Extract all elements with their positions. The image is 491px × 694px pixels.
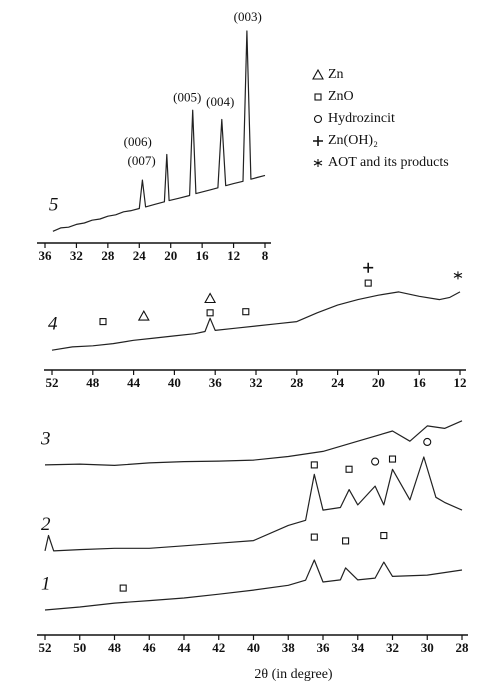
phase-marker — [310, 533, 318, 541]
x-tick-label: 44 — [178, 640, 192, 655]
x-tick-label: 24 — [331, 375, 345, 390]
x-tick-label: 16 — [413, 375, 427, 390]
x-tick-label: 24 — [133, 248, 147, 263]
x-tick-label: 40 — [247, 640, 260, 655]
x-tick-label: 34 — [351, 640, 365, 655]
x-tick-label: 36 — [39, 248, 53, 263]
peak-label: (004) — [206, 94, 234, 109]
x-tick-label: 48 — [86, 375, 100, 390]
series-name: 4 — [48, 314, 58, 335]
trace — [44, 456, 463, 552]
phase-marker — [423, 437, 432, 447]
x-tick-label: 16 — [196, 248, 210, 263]
series-name: 1 — [41, 573, 51, 594]
phase-marker — [371, 457, 380, 466]
trace — [52, 30, 266, 232]
series-name: 2 — [41, 514, 51, 535]
trace — [51, 291, 461, 351]
x-tick-label: 36 — [209, 375, 223, 390]
phase-marker — [342, 537, 350, 545]
x-tick-label: 52 — [46, 375, 59, 390]
x-tick-label: 12 — [454, 375, 467, 390]
phase-marker — [380, 531, 388, 540]
trace — [44, 420, 463, 466]
x-tick-label: 28 — [101, 248, 115, 263]
x-tick-label: 32 — [386, 640, 399, 655]
legend-label: AOT and its products — [328, 155, 449, 170]
x-tick-label: 20 — [372, 375, 385, 390]
phase-marker — [388, 455, 397, 463]
legend-symbol — [313, 114, 323, 124]
x-axis-label: 2θ (in degree) — [254, 667, 333, 682]
phase-marker — [364, 279, 372, 287]
peak-label: (007) — [128, 153, 156, 168]
trace — [44, 559, 463, 611]
peak-label: (005) — [173, 90, 201, 105]
x-tick-label: 12 — [227, 248, 240, 263]
phase-marker — [99, 318, 107, 326]
legend-label: Hydrozincit — [328, 111, 395, 126]
legend-symbol — [314, 93, 322, 101]
phase-marker — [206, 309, 214, 317]
x-tick-label: 28 — [456, 640, 470, 655]
phase-marker — [137, 309, 150, 321]
x-tick-label: 20 — [164, 248, 177, 263]
x-tick-label: 32 — [70, 248, 83, 263]
x-tick-label: 46 — [143, 640, 157, 655]
legend-symbol — [313, 136, 323, 146]
phase-marker — [310, 461, 318, 469]
x-tick-label: 8 — [262, 248, 269, 263]
series-name: 3 — [40, 428, 51, 449]
legend-label: ZnO — [328, 89, 354, 104]
series-name: 5 — [49, 195, 59, 216]
x-tick-label: 52 — [39, 640, 52, 655]
x-tick-label: 36 — [317, 640, 331, 655]
legend-label: Zn(OH)₂ — [328, 133, 378, 148]
x-tick-label: 40 — [168, 375, 181, 390]
legend-symbol — [312, 68, 324, 80]
phase-marker — [345, 465, 353, 473]
phase-marker — [363, 262, 374, 273]
legend-symbol — [313, 159, 323, 167]
x-tick-label: 44 — [127, 375, 141, 390]
phase-marker — [119, 584, 127, 592]
phase-marker — [204, 292, 217, 304]
x-tick-label: 48 — [108, 640, 122, 655]
x-tick-label: 30 — [421, 640, 434, 655]
legend-label: Zn — [328, 67, 344, 82]
x-tick-label: 50 — [73, 640, 86, 655]
phase-marker — [242, 308, 250, 316]
phase-marker — [453, 271, 463, 280]
peak-label: (003) — [234, 9, 262, 24]
x-tick-label: 42 — [212, 640, 225, 655]
x-tick-label: 32 — [250, 375, 263, 390]
x-tick-label: 28 — [290, 375, 304, 390]
peak-label: (006) — [124, 134, 152, 149]
x-tick-label: 38 — [282, 640, 296, 655]
